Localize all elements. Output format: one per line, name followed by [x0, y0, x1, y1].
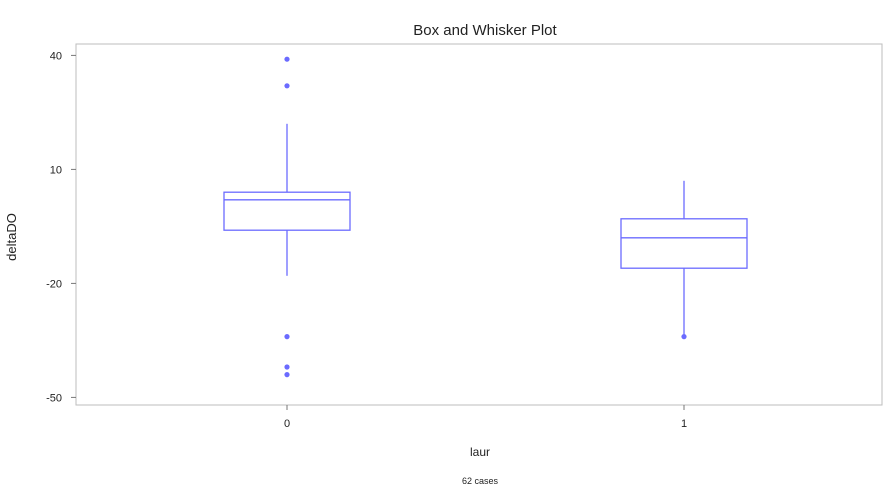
- y-tick-label-1: 10: [50, 164, 62, 176]
- outlier-0-1: [284, 83, 290, 89]
- plot-frame: [75, 43, 883, 406]
- boxes-group: [223, 56, 748, 378]
- case-count-label: 62 cases: [462, 476, 499, 486]
- box-group-1: [620, 180, 748, 340]
- y-axis-label: deltaDO: [4, 213, 19, 261]
- y-axis: 40 10 -20 -50: [46, 50, 76, 404]
- box-0: [223, 191, 351, 231]
- y-tick-label-3: -50: [46, 392, 62, 404]
- chart-title: Box and Whisker Plot: [413, 22, 557, 39]
- outlier-0-2: [284, 334, 290, 340]
- y-tick-label-2: -20: [46, 278, 62, 290]
- x-axis-label: laur: [470, 445, 490, 459]
- box-group-0: [223, 56, 351, 378]
- box-1: [620, 218, 748, 269]
- outlier-1-0: [681, 334, 687, 340]
- x-tick-label-0: 0: [284, 418, 290, 430]
- x-tick-label-1: 1: [681, 418, 687, 430]
- outlier-0-4: [284, 372, 290, 378]
- y-tick-label-0: 40: [50, 50, 62, 62]
- outlier-0-0: [284, 56, 290, 62]
- outlier-0-3: [284, 364, 290, 370]
